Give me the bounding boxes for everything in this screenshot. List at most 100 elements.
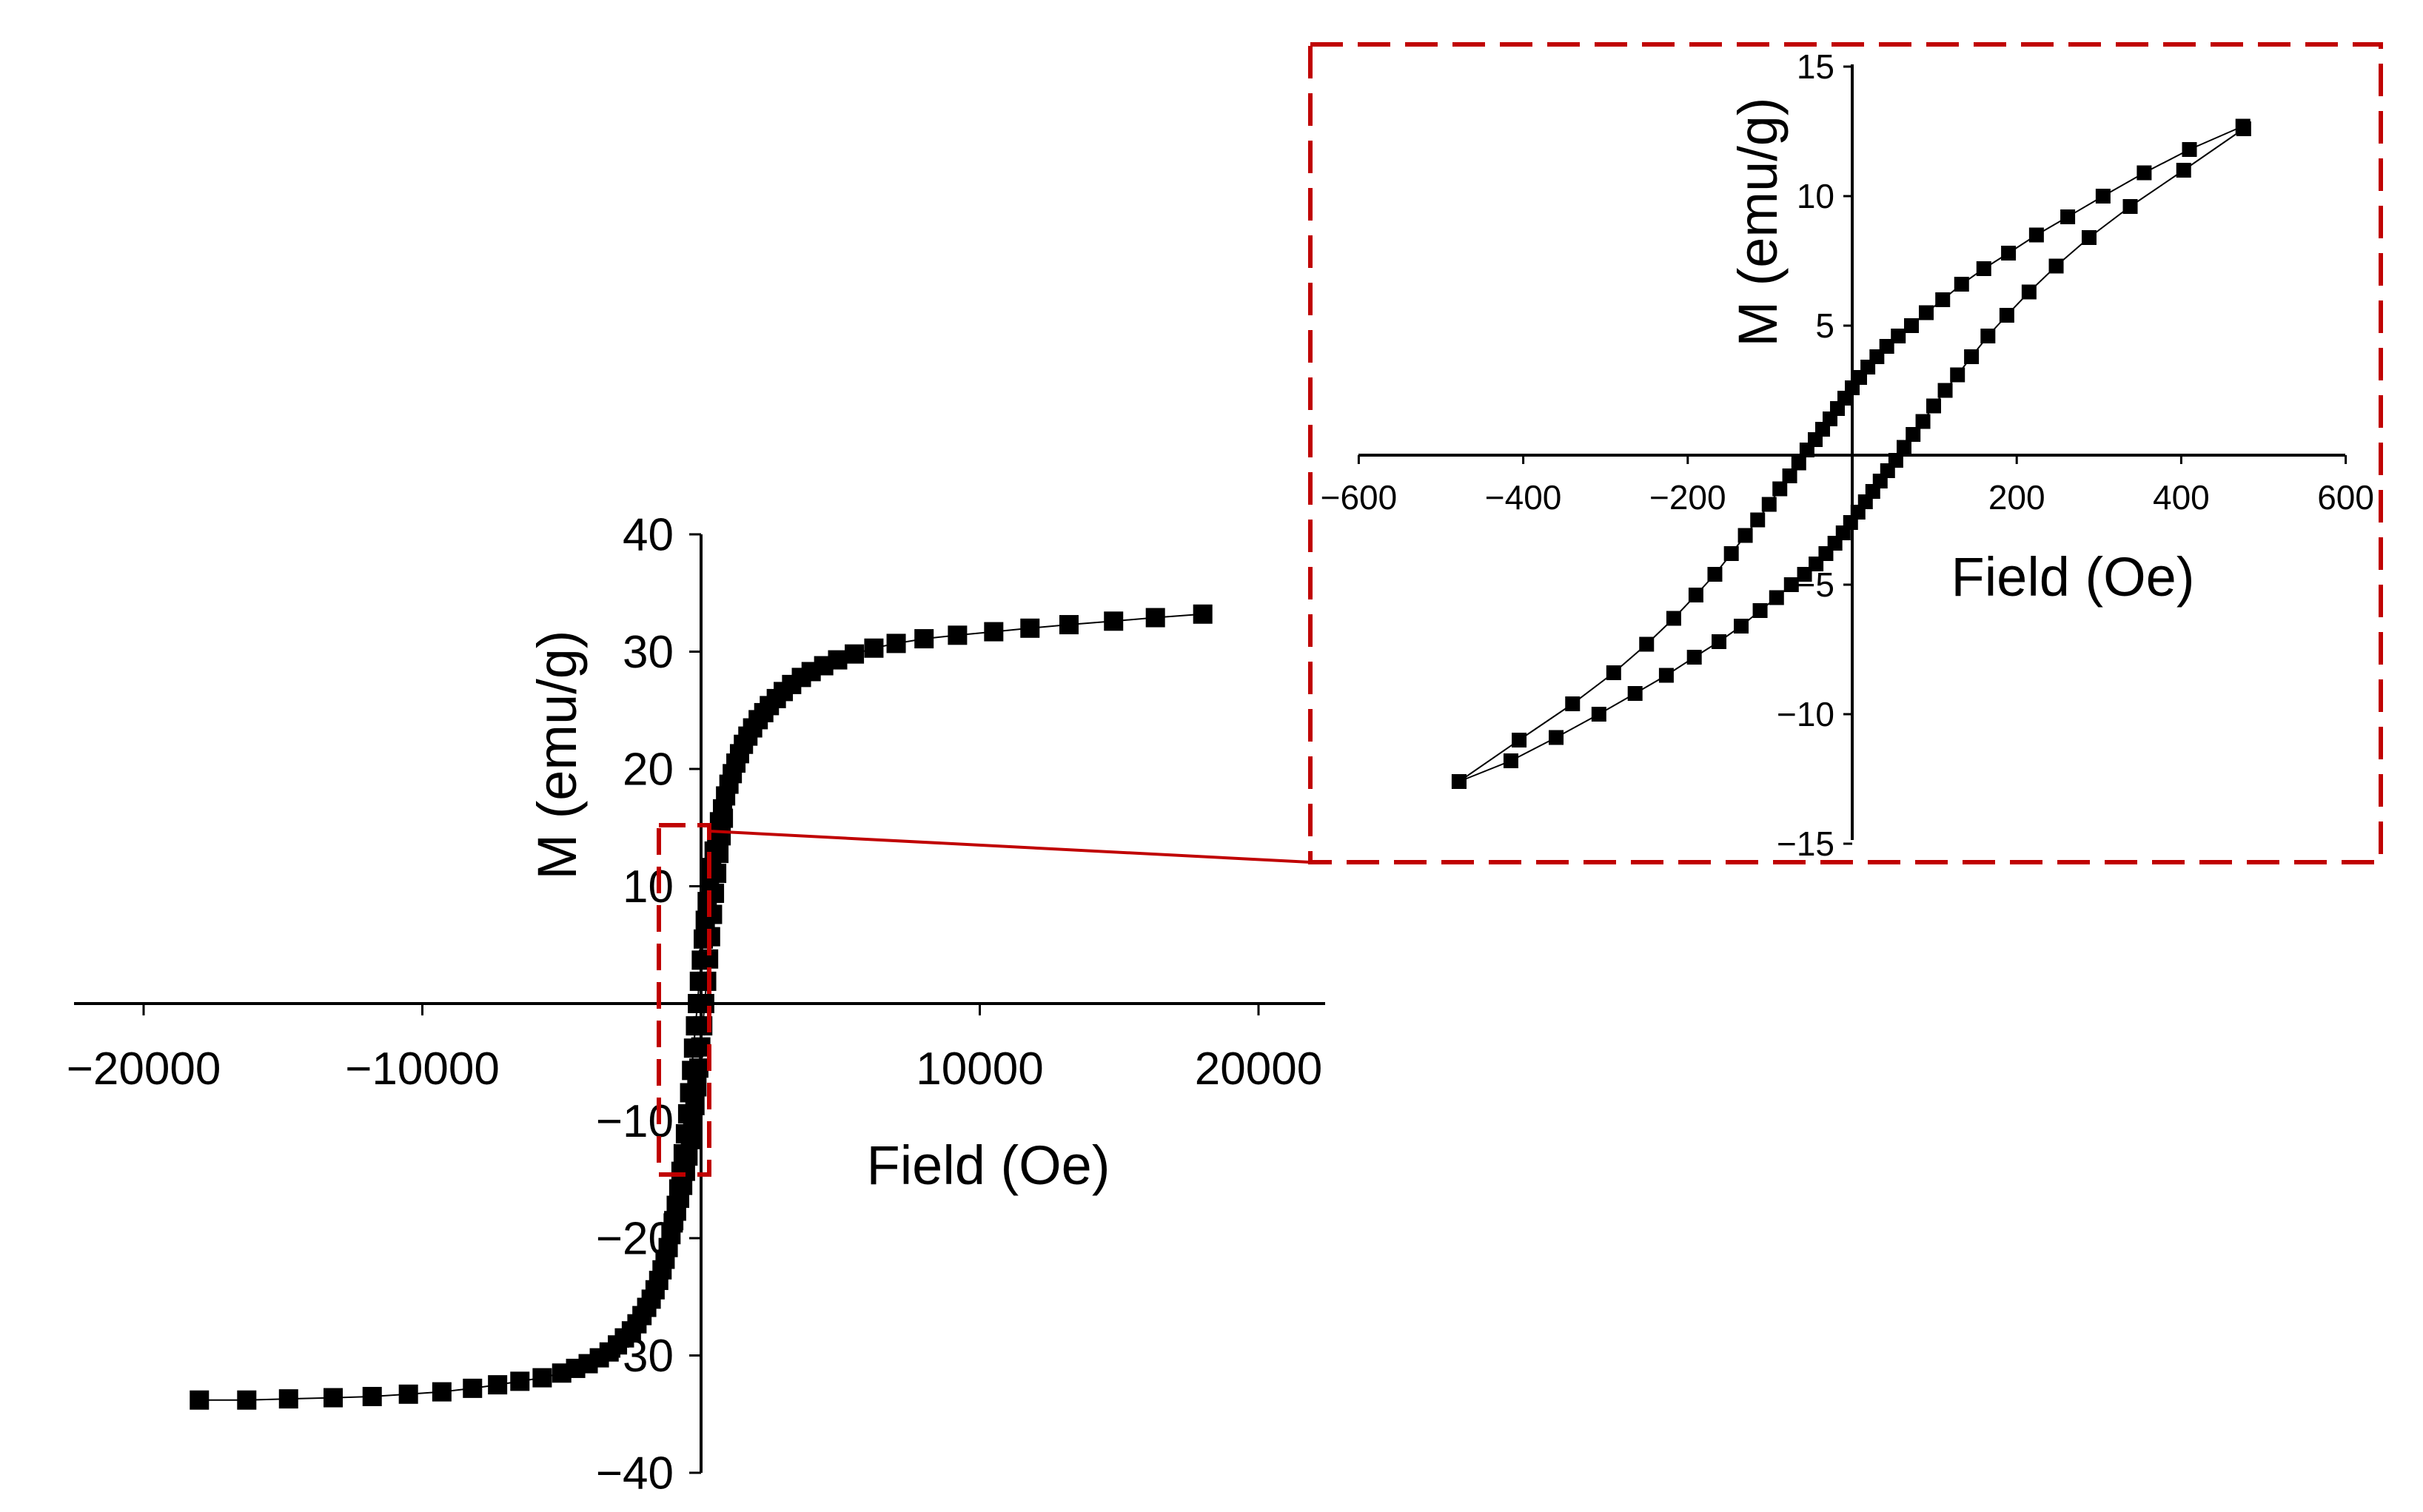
- inset-data-point: [2060, 209, 2076, 224]
- inset-data-point: [1915, 414, 1931, 429]
- inset-data-point: [1606, 665, 1621, 680]
- main-y-tick-label: −10: [596, 1096, 674, 1147]
- inset-data-point: [1512, 733, 1527, 747]
- main-data-point: [703, 904, 723, 924]
- inset-data-point: [1797, 567, 1812, 582]
- main-data-point: [685, 1095, 705, 1115]
- inset-y-tick-label: 10: [1797, 177, 1834, 215]
- main-data-point: [948, 625, 968, 645]
- inset-data-point: [1964, 349, 1980, 364]
- main-data-point: [711, 826, 731, 846]
- inset-data-point: [2021, 284, 2037, 300]
- inset-data-point: [1723, 546, 1739, 561]
- main-data-point: [237, 1390, 257, 1410]
- inset-data-point: [1666, 611, 1681, 626]
- inset-data-point: [2122, 199, 2138, 214]
- inset-ticks: [1357, 65, 2347, 845]
- inset-frame: [1308, 42, 2383, 864]
- inset-chart: −600 −400 −200 200 400 600 −15 −10 −5 5 10 15 Field…: [1308, 42, 2383, 864]
- inset-data-point: [1750, 512, 1766, 528]
- zoom-connector: [708, 830, 1311, 864]
- inset-data-point: [1906, 427, 1921, 442]
- inset-y-tick-label: −5: [1796, 565, 1834, 604]
- inset-data-point: [2028, 227, 2044, 243]
- inset-y-axis-title: M (emu/g): [1727, 97, 1789, 346]
- main-data-point: [552, 1363, 572, 1383]
- main-data-point: [1104, 611, 1124, 631]
- inset-data-point: [1999, 308, 2014, 323]
- main-data-point: [864, 638, 884, 658]
- main-data-point: [488, 1375, 508, 1395]
- main-x-tick-label: −20000: [67, 1044, 221, 1095]
- inset-tick-labels: −600 −400 −200 200 400 600 −15 −10 −5 5 10 15: [1321, 47, 2374, 863]
- main-tick-labels: −20000 −10000 10000 20000 −40 −30 −20 −10 10 20 30…: [67, 510, 1323, 1499]
- inset-x-tick-label: −600: [1321, 478, 1398, 517]
- inset-data-point: [2095, 189, 2111, 204]
- inset-data-point: [1769, 590, 1784, 605]
- main-y-axis-title: M (emu/g): [526, 630, 588, 879]
- inset-data-point: [1950, 367, 1965, 383]
- inset-data-point: [1888, 453, 1903, 468]
- main-x-axis-title: Field (Oe): [867, 1135, 1110, 1196]
- inset-data-point: [2182, 142, 2197, 157]
- inset-data-point: [1627, 686, 1643, 701]
- main-data-point: [914, 629, 934, 649]
- inset-data-point: [1954, 277, 1969, 292]
- main-data-point: [688, 1058, 708, 1078]
- inset-data-point: [1926, 398, 1941, 414]
- inset-data-point: [1451, 774, 1467, 789]
- inset-data-point: [1918, 305, 1934, 320]
- inset-data-point: [1752, 603, 1768, 618]
- inset-data-point: [1549, 730, 1564, 745]
- inset-data-point: [1980, 329, 1996, 343]
- main-data-point: [278, 1389, 298, 1409]
- inset-data-point: [1712, 634, 1727, 649]
- inset-markers: [1451, 118, 2251, 789]
- inset-data-point: [2001, 246, 2017, 261]
- inset-y-tick-label: 15: [1797, 47, 1834, 86]
- main-x-tick-label: −10000: [345, 1044, 500, 1095]
- zoom-box: [657, 823, 711, 1177]
- inset-x-tick-label: −200: [1649, 478, 1726, 517]
- inset-data-point: [1591, 707, 1606, 722]
- main-data-point: [680, 1129, 700, 1149]
- main-data-point: [984, 622, 1004, 642]
- inset-data-point: [1658, 668, 1674, 683]
- main-data-point: [510, 1371, 530, 1391]
- inset-y-tick-label: −10: [1777, 695, 1834, 733]
- inset-data-point: [1737, 528, 1753, 543]
- zoom-indicator: [657, 823, 1311, 1177]
- main-data-point: [683, 1113, 703, 1133]
- inset-data-point: [1734, 619, 1749, 634]
- inset-x-tick-label: 600: [2317, 478, 2374, 517]
- main-data-point: [687, 1077, 707, 1097]
- inset-data-point: [2236, 121, 2251, 136]
- inset-data-point: [2081, 230, 2097, 245]
- inset-data-point: [1772, 481, 1788, 497]
- inset-x-tick-label: 400: [2153, 478, 2210, 517]
- main-data-point: [362, 1386, 382, 1406]
- main-chart: −20000 −10000 10000 20000 −40 −30 −20 −10 10 20 30…: [67, 510, 1325, 1499]
- inset-data-point: [1761, 497, 1777, 512]
- main-data-point: [324, 1388, 343, 1408]
- main-data-point: [1059, 615, 1079, 635]
- inset-data-point: [1791, 455, 1806, 471]
- inset-data-point: [1935, 292, 1951, 307]
- main-x-tick-label: 10000: [916, 1044, 1043, 1095]
- inset-data-point: [1707, 567, 1723, 582]
- main-data-point: [845, 644, 865, 664]
- main-y-tick-label: 40: [623, 510, 674, 561]
- inset-x-axis-title: Field (Oe): [1951, 546, 2195, 608]
- inset-data-point: [1565, 696, 1581, 711]
- main-data-point: [532, 1368, 552, 1388]
- inset-data-point: [1896, 440, 1911, 455]
- inset-y-tick-label: −15: [1777, 824, 1834, 863]
- inset-y-tick-label: 5: [1815, 306, 1834, 345]
- inset-x-tick-label: 200: [1988, 478, 2045, 517]
- main-y-tick-label: −40: [596, 1448, 674, 1499]
- inset-data-point: [1799, 443, 1814, 457]
- main-y-tick-label: −20: [596, 1214, 674, 1265]
- inset-data-point: [2176, 163, 2191, 178]
- inset-x-tick-label: −400: [1485, 478, 1562, 517]
